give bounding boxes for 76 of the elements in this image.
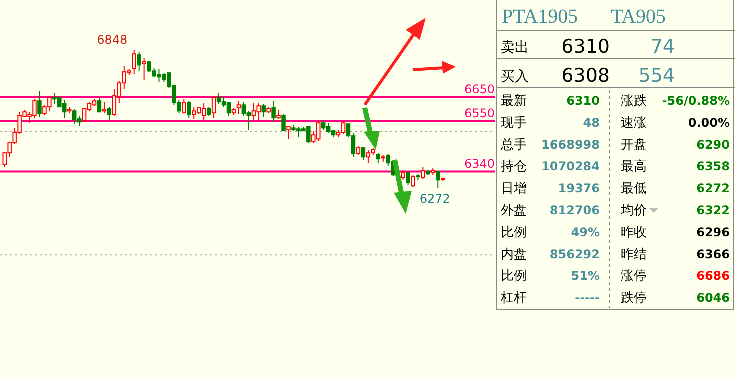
candlestick <box>421 166 426 180</box>
text: 最低 <box>621 182 647 197</box>
text: ----- <box>575 291 600 306</box>
text: 开盘 <box>621 138 647 153</box>
candlestick <box>411 174 416 188</box>
candlestick <box>182 98 186 114</box>
text: 6272 <box>696 182 730 196</box>
candlestick <box>107 106 112 121</box>
text: 均价 <box>620 204 647 218</box>
text: 速涨 <box>621 116 647 131</box>
candlestick <box>276 109 281 120</box>
ref-line-label: 6650 <box>464 82 495 97</box>
text: PTA1905 <box>502 6 578 28</box>
candlestick <box>272 100 276 123</box>
candlestick <box>262 103 266 118</box>
candlestick <box>436 170 440 189</box>
candlestick <box>212 96 216 119</box>
text: 0.00% <box>688 116 730 130</box>
text: 涨停 <box>621 269 647 284</box>
text: 49% <box>571 225 600 240</box>
annotation: 6848 <box>97 33 128 48</box>
text: 6310 <box>562 36 610 58</box>
text: TA905 <box>611 6 666 28</box>
candlestick <box>97 97 102 113</box>
candlestick <box>187 100 192 119</box>
text: 买入 <box>501 69 529 85</box>
text: 51% <box>571 269 600 284</box>
candlestick <box>38 90 42 118</box>
ref-line-label: 6550 <box>464 106 495 120</box>
text: 比例 <box>501 269 527 284</box>
text: 持仓 <box>501 160 527 175</box>
text: 19376 <box>558 182 600 196</box>
candlestick <box>376 152 381 164</box>
candlestick <box>132 50 136 75</box>
text: -56/0.88% <box>662 94 730 108</box>
candlestick <box>142 57 146 81</box>
candlestick <box>236 100 242 115</box>
candlestick <box>286 126 291 140</box>
text: 1668998 <box>542 138 600 152</box>
candlestick <box>102 102 107 114</box>
candlestick <box>401 170 406 181</box>
text: 现手 <box>501 116 527 131</box>
text: 6686 <box>696 269 730 284</box>
text: 6308 <box>562 65 610 87</box>
text: 总手 <box>500 138 527 153</box>
text: 最高 <box>621 158 647 175</box>
text: 1070284 <box>542 160 600 174</box>
text: 6046 <box>696 291 730 306</box>
text: 内盘 <box>501 247 527 262</box>
text: 6366 <box>696 247 730 262</box>
text: 554 <box>638 65 675 87</box>
annotation: 6272 <box>420 192 450 206</box>
text: 812706 <box>550 204 600 218</box>
text: 856292 <box>550 247 600 262</box>
text: 杠杆 <box>500 291 527 306</box>
text: 6322 <box>696 204 730 218</box>
text: 比例 <box>501 225 527 240</box>
text: 日增 <box>501 182 527 197</box>
text: 6358 <box>696 160 730 174</box>
text: 48 <box>583 116 600 130</box>
text: 外盘 <box>501 204 527 218</box>
text: 6310 <box>566 94 600 108</box>
text: 昨结 <box>621 247 647 262</box>
ref-line-label: 6340 <box>464 156 495 171</box>
text: 涨跌 <box>621 94 647 109</box>
text: 昨收 <box>621 225 647 240</box>
text: 跌停 <box>621 291 647 306</box>
text: 6296 <box>696 225 730 240</box>
text: 74 <box>650 36 675 58</box>
text: 最新 <box>501 94 527 109</box>
candlestick <box>282 114 286 132</box>
text: 6290 <box>696 138 730 152</box>
text: 卖出 <box>501 40 529 56</box>
candlestick <box>137 51 142 72</box>
candlestick <box>361 146 366 161</box>
candlestick <box>406 172 410 186</box>
